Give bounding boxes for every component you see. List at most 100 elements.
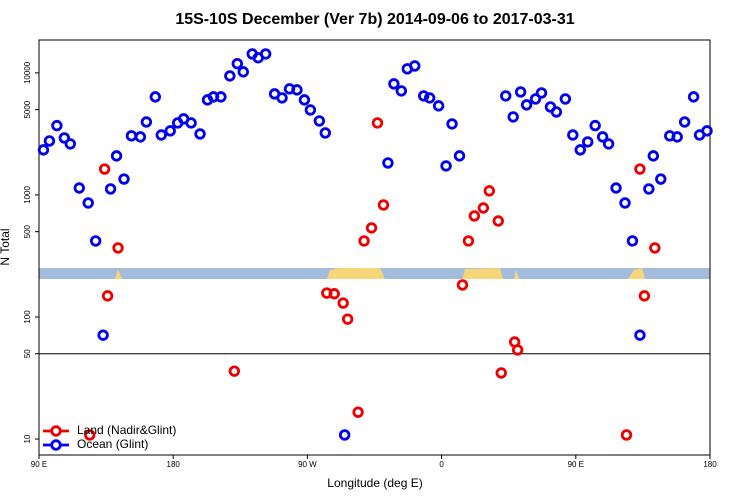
point [567,129,579,141]
point [64,138,77,150]
point [589,119,601,132]
point [276,92,288,104]
point [125,130,138,142]
legend-label: Ocean (Glint) [77,437,148,451]
plot-frame [38,39,711,456]
point [423,92,436,104]
point [492,215,504,227]
point [655,173,667,185]
point [51,119,63,132]
point [634,329,646,341]
point [511,344,524,356]
point [215,91,227,103]
point [495,367,507,379]
point [101,290,114,302]
y-axis-label: N Total [0,228,12,265]
point [678,116,691,128]
x-tick-label: 180 [167,460,181,469]
point [37,144,50,156]
y-tick-label: 5000 [23,100,32,118]
point [313,115,326,127]
point [43,135,56,147]
x-tick-label: 90 W [298,460,317,469]
point [291,84,303,96]
point [687,91,700,103]
y-tick-label: 100 [23,310,32,324]
point [500,90,512,102]
point [535,87,548,99]
point [649,242,661,254]
point [529,93,542,105]
point [596,131,609,143]
point [620,429,633,441]
point [228,365,241,377]
point [224,70,236,82]
point [89,235,102,247]
point [328,288,340,300]
point [626,235,639,247]
y-tick-label: 10 [23,434,32,443]
point [337,297,349,309]
point [358,235,370,247]
point [134,131,147,143]
point [259,48,272,60]
x-tick-label: 0 [439,460,444,469]
x-tick-label: 90 E [568,460,584,469]
point [365,222,378,234]
point [409,60,421,72]
point [440,160,452,172]
point [194,128,206,140]
point [507,111,519,123]
point [298,94,311,106]
point [574,144,586,156]
point [352,406,364,418]
point [149,91,162,103]
point [619,197,631,209]
legend-symbol [50,439,62,451]
point [462,235,475,247]
y-tick-label: 1000 [23,185,32,203]
point [377,199,390,211]
point [477,202,490,214]
point [140,116,153,128]
point [647,150,660,162]
point [110,150,123,162]
point [98,163,111,175]
point [118,173,130,185]
point [112,242,124,254]
point [341,313,354,325]
legend-label: Land (Nadir&Glint) [77,423,176,437]
point [164,125,176,137]
point [418,90,430,102]
point [155,129,167,141]
x-tick-label: 90 E [31,460,47,469]
x-tick-label: 180 [703,460,717,469]
point [638,290,651,302]
point [602,138,615,150]
point [550,106,563,118]
y-tick-label: 10000 [23,61,32,84]
point [83,429,96,441]
point [456,279,469,291]
point [446,118,458,130]
point [582,136,594,148]
point [520,99,533,111]
point [483,185,496,197]
point [388,78,400,90]
x-axis-label: Longitude (deg E) [327,476,422,490]
point [643,183,655,195]
point [371,117,384,129]
point [382,157,394,169]
point [97,329,109,341]
point [185,117,197,129]
point [514,86,527,98]
y-tick-label: 500 [23,224,32,238]
point [58,132,71,144]
point [104,183,117,195]
point [610,182,622,194]
chart-title: 15S-10S December (Ver 7b) 2014-09-06 to … [175,11,574,28]
legend-symbol [50,425,62,437]
point [237,66,249,78]
point [634,163,646,175]
